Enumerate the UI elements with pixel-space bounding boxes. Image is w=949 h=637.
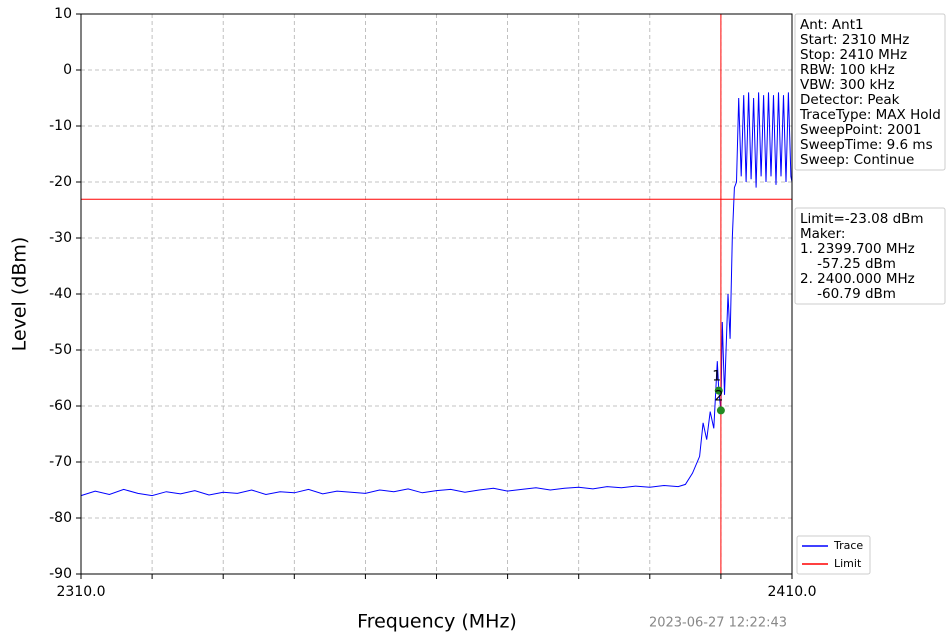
info-line: Sweep: Continue: [800, 152, 914, 168]
y-tick-label: -90: [49, 566, 72, 582]
info-line: RBW: 100 kHz: [800, 62, 895, 78]
marker-dot: [714, 386, 723, 395]
info-box: [794, 13, 946, 171]
info-line: -57.25 dBm: [800, 256, 896, 272]
y-tick-label: -50: [49, 342, 72, 358]
y-tick-label: 0: [63, 62, 72, 78]
x-tick-label: 2310.0: [57, 584, 106, 600]
y-tick-label: 10: [54, 6, 72, 22]
x-tick-label: 2410.0: [768, 584, 817, 600]
trace-line: [80, 92, 793, 497]
info-line: Start: 2310 MHz: [800, 32, 909, 48]
marker-label: 1: [712, 369, 721, 385]
y-tick-label: -80: [49, 510, 72, 526]
info-line: Maker:: [800, 226, 845, 242]
info-line: VBW: 300 kHz: [800, 77, 895, 93]
y-axis-title: Level (dBm): [9, 237, 31, 352]
info-line: SweepPoint: 2001: [800, 122, 922, 138]
marker-dot: [716, 406, 725, 415]
info-line: SweepTime: 9.6 ms: [800, 137, 933, 153]
info-line: TraceType: MAX Hold: [799, 107, 941, 123]
legend-label: Limit: [834, 557, 862, 570]
y-tick-label: -70: [49, 454, 72, 470]
info-line: -60.79 dBm: [800, 286, 896, 302]
info-box: [794, 207, 946, 305]
info-line: Limit=-23.08 dBm: [800, 211, 924, 227]
legend-label: Trace: [833, 539, 863, 552]
marker-label: 2: [714, 388, 723, 404]
y-tick-label: -10: [49, 118, 72, 134]
plot-frame: [80, 13, 793, 575]
y-tick-label: -40: [49, 286, 72, 302]
info-line: 1. 2399.700 MHz: [800, 241, 915, 257]
timestamp: 2023-06-27 12:22:43: [649, 616, 787, 631]
info-line: 2. 2400.000 MHz: [800, 271, 915, 287]
y-tick-label: -30: [49, 230, 72, 246]
info-line: Stop: 2410 MHz: [800, 47, 907, 63]
y-tick-label: -60: [49, 398, 72, 414]
y-tick-label: -20: [49, 174, 72, 190]
x-axis-title: Frequency (MHz): [357, 611, 517, 633]
info-line: Detector: Peak: [800, 92, 900, 108]
info-line: Ant: Ant1: [800, 17, 864, 33]
